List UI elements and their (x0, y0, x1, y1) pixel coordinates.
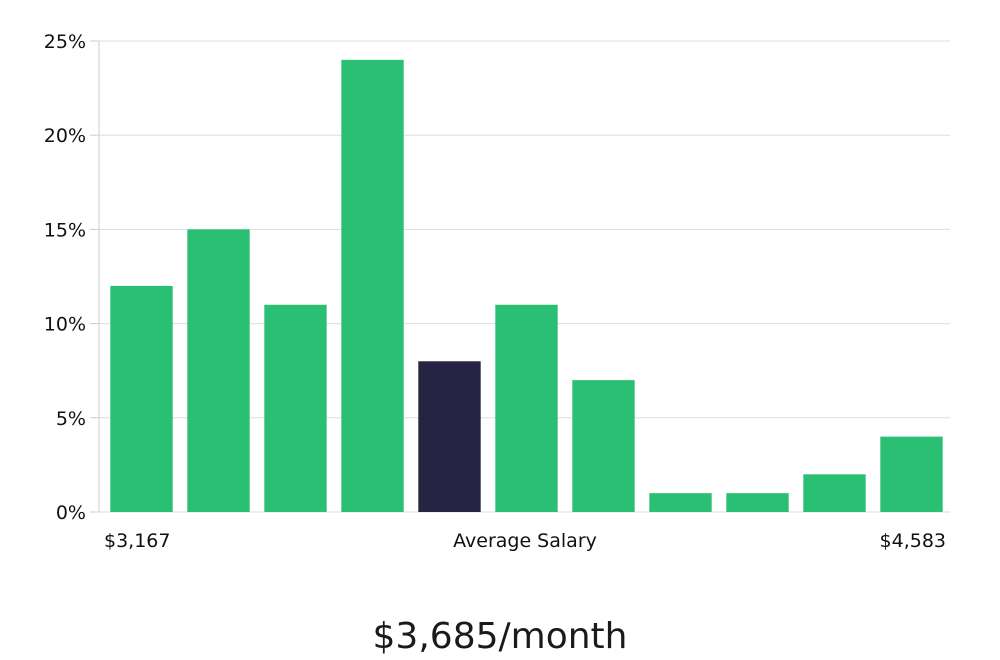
bars (110, 59, 943, 513)
y-tick-label-10: 10% (44, 314, 86, 336)
bar-highlight-average (418, 361, 481, 512)
bar-2 (264, 304, 327, 512)
bar-0 (110, 285, 173, 512)
x-max-label: $4,583 (880, 530, 946, 552)
bar-3 (341, 59, 404, 513)
y-tick-label-5: 5% (56, 408, 86, 430)
y-tick-label-25: 25% (44, 31, 86, 53)
y-tick-label-15: 15% (44, 219, 86, 241)
bar-8 (726, 493, 789, 512)
bar-5 (495, 304, 558, 512)
y-tick-label-20: 20% (44, 125, 86, 147)
bar-6 (572, 380, 635, 512)
x-min-label: $3,167 (104, 530, 170, 552)
bar-1 (187, 229, 250, 512)
x-axis-label: Average Salary (453, 530, 597, 552)
y-tick-labels: 0% 5% 10% 15% 20% 25% (44, 31, 99, 524)
average-salary-value: $3,685/month (373, 616, 628, 657)
y-tick-label-0: 0% (56, 502, 86, 524)
bar-7 (649, 493, 712, 512)
bar-10 (880, 436, 943, 512)
bar-9 (803, 474, 866, 512)
